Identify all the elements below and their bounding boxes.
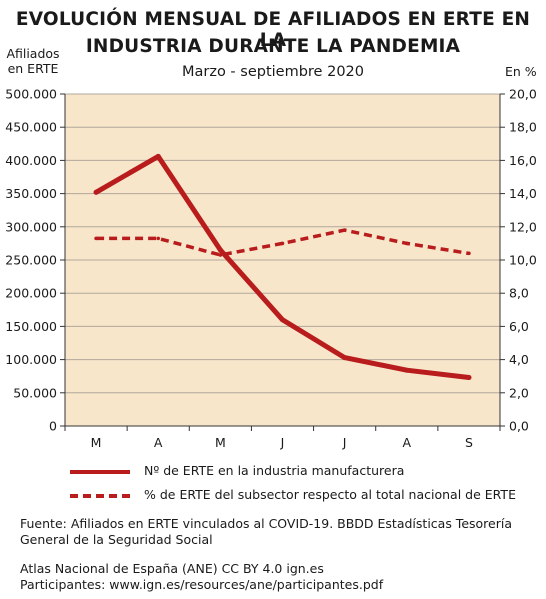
- data-point-erte-percentage: [280, 241, 285, 246]
- data-point-erte-percentage: [94, 236, 98, 241]
- data-point-erte-count: [466, 375, 472, 381]
- y-tick-label-right: 16,0: [509, 153, 537, 168]
- y-tick-label-left: 500.000: [5, 87, 57, 102]
- data-point-erte-percentage: [156, 236, 161, 241]
- legend-label-erte-percentage: % de ERTE del subsector respecto al tota…: [144, 487, 516, 502]
- y-tick-label-left: 350.000: [5, 186, 57, 201]
- x-tick-label: S: [465, 435, 473, 450]
- y-tick-label-right: 12,0: [509, 219, 537, 234]
- line-chart: 0 0,0 50.000 2,0 100.000 4,0 150.000 6,0 200.000…: [5, 87, 537, 451]
- source-line-1: Fuente: Afiliados en ERTE vinculados al …: [20, 516, 512, 531]
- y-tick-label-right: 2,0: [509, 385, 529, 400]
- data-point-erte-count: [217, 247, 223, 253]
- y-tick-label-right: 4,0: [509, 352, 529, 367]
- y-tick-label-left: 250.000: [5, 253, 57, 268]
- y-axis-right-label: En %: [505, 64, 537, 79]
- x-tick-label: M: [91, 435, 102, 450]
- x-tick-label: J: [280, 435, 285, 450]
- y-axis-left-label-line-1: Afiliados: [6, 46, 60, 61]
- y-tick-label-right: 20,0: [509, 87, 537, 102]
- legend-dashed-line-swatch: [70, 494, 130, 498]
- data-point-erte-percentage: [218, 253, 223, 257]
- x-tick-label: J: [342, 435, 347, 450]
- data-point-erte-count: [155, 153, 161, 159]
- data-point-erte-count: [93, 189, 99, 195]
- y-tick-label-left: 450.000: [5, 120, 57, 135]
- x-tick-label: A: [403, 435, 412, 450]
- credit-note: Atlas Nacional de España (ANE) CC BY 4.0…: [20, 561, 520, 593]
- credit-line-1: Atlas Nacional de España (ANE) CC BY 4.0…: [20, 561, 324, 576]
- y-tick-label-right: 6,0: [509, 319, 529, 334]
- legend-label-erte-count: Nº de ERTE en la industria manufacturera: [144, 463, 405, 478]
- data-point-erte-count: [404, 367, 410, 373]
- source-line-2: General de la Seguridad Social: [20, 532, 213, 547]
- y-tick-label-left: 100.000: [5, 352, 57, 367]
- y-axis-left-label: Afiliados en ERTE: [6, 46, 60, 76]
- y-tick-label-left: 200.000: [5, 286, 57, 301]
- y-tick-label-left: 150.000: [5, 319, 57, 334]
- y-tick-label-left: 300.000: [5, 219, 57, 234]
- credit-line-2: Participantes: www.ign.es/resources/ane/…: [20, 577, 384, 592]
- source-note: Fuente: Afiliados en ERTE vinculados al …: [20, 516, 520, 548]
- y-tick-label-right: 14,0: [509, 186, 537, 201]
- data-point-erte-percentage: [404, 241, 409, 246]
- y-tick-label-left: 0: [49, 419, 57, 434]
- data-point-erte-percentage: [467, 251, 471, 256]
- y-axis-left-label-line-2: en ERTE: [7, 61, 59, 76]
- chart-title-line-1: EVOLUCIÓN MENSUAL DE AFILIADOS EN ERTE E…: [15, 9, 531, 51]
- x-tick-label: M: [215, 435, 226, 450]
- legend-solid-line-swatch: [70, 470, 130, 474]
- y-tick-label-left: 50.000: [13, 385, 57, 400]
- y-tick-label-right: 0,0: [509, 419, 529, 434]
- chart-title-line-2: INDUSTRIA DURANTE LA PANDEMIA: [85, 36, 461, 57]
- y-tick-label-left: 400.000: [5, 153, 57, 168]
- y-tick-label-right: 10,0: [509, 253, 537, 268]
- chart-subtitle: Marzo - septiembre 2020: [181, 64, 364, 80]
- y-tick-label-right: 8,0: [509, 286, 529, 301]
- data-point-erte-count: [342, 355, 348, 361]
- y-tick-label-right: 18,0: [509, 120, 537, 135]
- x-tick-label: A: [154, 435, 163, 450]
- data-point-erte-percentage: [342, 228, 347, 232]
- data-point-erte-count: [280, 317, 285, 323]
